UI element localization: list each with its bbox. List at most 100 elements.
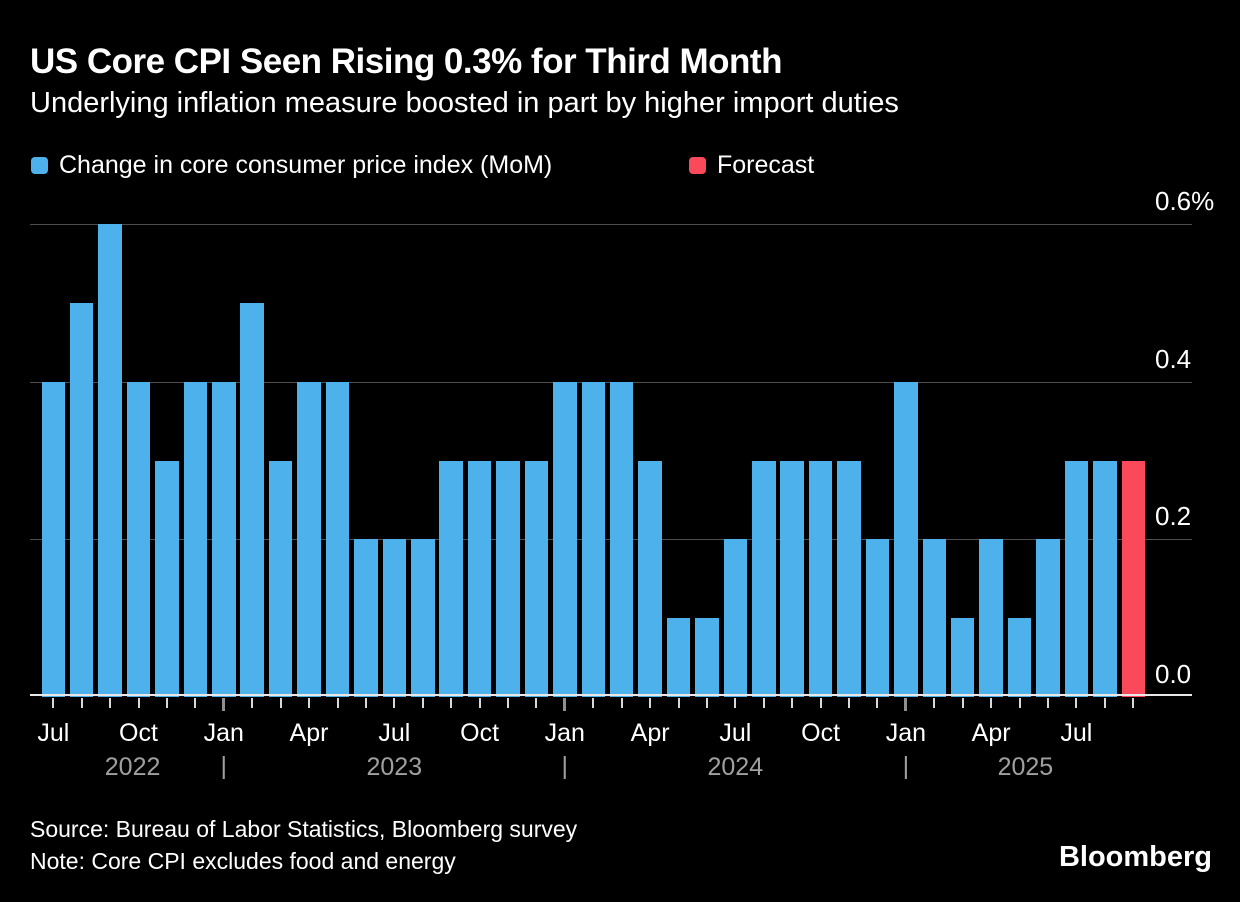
- note-text: Note: Core CPI excludes food and energy: [30, 848, 456, 874]
- bar-Oct-2023: [467, 460, 492, 697]
- x-tick-Feb-2023: [251, 698, 254, 708]
- x-tick-Jul-2023: [393, 698, 396, 708]
- bar-Jan-2025: [894, 381, 918, 697]
- x-tick-Aug-2025: [1103, 698, 1106, 708]
- bar-Nov-2023: [496, 460, 520, 697]
- x-tick-May-2023: [336, 698, 339, 708]
- x-label-Jul-2024: Jul: [719, 719, 752, 747]
- year-label-2025: 2025: [997, 753, 1054, 781]
- x-tick-Jun-2024: [705, 698, 708, 708]
- x-tick-Mar-2025: [961, 698, 964, 708]
- chart-title: US Core CPI Seen Rising 0.3% for Third M…: [30, 42, 782, 81]
- year-separator: |: [561, 752, 569, 780]
- bar-Apr-2024: [638, 460, 662, 697]
- bar-Oct-2022: [126, 381, 151, 697]
- bar-Feb-2023: [240, 302, 264, 697]
- x-tick-Apr-2024: [649, 698, 652, 708]
- x-label-Oct-2024: Oct: [801, 719, 841, 747]
- bar-Nov-2022: [155, 460, 179, 697]
- x-tick-Feb-2024: [592, 698, 595, 708]
- x-tick-Oct-2023: [478, 698, 481, 708]
- year-separator: |: [902, 752, 910, 780]
- bar-Sep-2022: [98, 224, 122, 697]
- x-tick-Dec-2022: [194, 698, 197, 708]
- x-tick-Mar-2023: [279, 698, 282, 708]
- x-tick-Aug-2024: [762, 698, 765, 708]
- bar-Jun-2024: [695, 618, 719, 697]
- year-label-2022: 2022: [104, 753, 161, 781]
- bar-Nov-2024: [837, 460, 861, 697]
- x-tick-Sep-2022: [109, 698, 112, 708]
- bar-May-2024: [666, 618, 691, 697]
- x-label-Apr-2025: Apr: [971, 719, 1011, 747]
- x-label-Jan-2023: Jan: [203, 719, 244, 747]
- bar-Apr-2023: [297, 381, 321, 697]
- gridline-0.6%: [30, 224, 1192, 225]
- x-tick-May-2024: [677, 698, 680, 708]
- bar-Aug-2023: [411, 539, 435, 697]
- bar-Jul-2024: [723, 539, 748, 697]
- bar-Jun-2025: [1036, 539, 1060, 697]
- x-tick-Nov-2024: [848, 698, 850, 708]
- x-label-Jan-2025: Jan: [885, 719, 927, 747]
- bar-Apr-2025: [979, 539, 1003, 697]
- x-tick-Dec-2024: [876, 698, 879, 708]
- x-tick-Nov-2023: [507, 698, 509, 708]
- bar-May-2023: [325, 381, 350, 697]
- x-label-Oct-2023: Oct: [460, 719, 500, 747]
- bar-Feb-2025: [922, 539, 946, 697]
- x-tick-Jul-2024: [734, 698, 737, 708]
- x-tick-Jun-2023: [364, 698, 367, 708]
- source-text: Source: Bureau of Labor Statistics, Bloo…: [30, 816, 578, 842]
- bar-Aug-2025: [1093, 460, 1117, 697]
- chart-subtitle: Underlying inflation measure boosted in …: [30, 87, 899, 119]
- y-axis-label-0.2: 0.2: [1155, 501, 1192, 531]
- bar-May-2025: [1007, 618, 1032, 697]
- bar-Jul-2025: [1064, 460, 1089, 697]
- x-label-Jan-2024: Jan: [544, 719, 585, 747]
- bar-Mar-2023: [268, 460, 293, 697]
- bar-Dec-2024: [865, 539, 890, 697]
- bar-Sep-2023: [439, 460, 463, 697]
- x-tick-Jul-2025: [1075, 698, 1078, 708]
- series-swatch-icon: [31, 156, 48, 174]
- year-separator: |: [220, 752, 228, 780]
- x-label-Apr-2023: Apr: [289, 719, 329, 747]
- bar-Jan-2024: [553, 381, 577, 697]
- x-tick-Jan-2024: [563, 698, 567, 711]
- legend-forecast-label: Forecast: [717, 150, 815, 179]
- x-tick-Aug-2022: [80, 698, 83, 708]
- x-tick-Oct-2024: [819, 698, 822, 708]
- x-tick-Aug-2023: [421, 698, 424, 708]
- bar-Jun-2023: [354, 539, 378, 697]
- bar-Dec-2022: [183, 381, 208, 697]
- x-tick-Sep-2024: [791, 698, 794, 708]
- year-label-2024: 2024: [707, 753, 764, 781]
- forecast-bar-Sep-2025: [1121, 460, 1145, 697]
- y-axis-label-0.6%: 0.6%: [1155, 186, 1215, 216]
- x-tick-Dec-2023: [535, 698, 538, 708]
- x-label-Jul-2022: Jul: [37, 719, 70, 747]
- x-tick-Jun-2025: [1047, 698, 1049, 708]
- x-tick-Mar-2024: [620, 698, 623, 708]
- x-tick-Jan-2023: [222, 698, 226, 711]
- x-tick-Apr-2025: [990, 698, 993, 708]
- x-tick-May-2025: [1018, 698, 1021, 708]
- bar-Mar-2025: [950, 618, 975, 697]
- legend-item-forecast: Forecast: [689, 150, 814, 180]
- forecast-swatch-icon: [689, 156, 706, 174]
- bar-Jul-2022: [41, 381, 65, 697]
- x-tick-Jan-2025: [904, 698, 908, 711]
- bar-Feb-2024: [581, 381, 605, 697]
- x-tick-Sep-2023: [450, 698, 453, 708]
- legend-item-series: Change in core consumer price index (MoM…: [31, 150, 552, 180]
- bar-Sep-2024: [780, 460, 804, 697]
- x-label-Apr-2024: Apr: [630, 719, 670, 747]
- bar-Dec-2023: [524, 460, 549, 697]
- bar-Aug-2024: [752, 460, 776, 697]
- x-tick-Nov-2022: [165, 698, 168, 708]
- x-label-Jul-2023: Jul: [378, 719, 411, 747]
- year-label-2023: 2023: [366, 753, 423, 781]
- x-tick-Jul-2022: [52, 698, 55, 708]
